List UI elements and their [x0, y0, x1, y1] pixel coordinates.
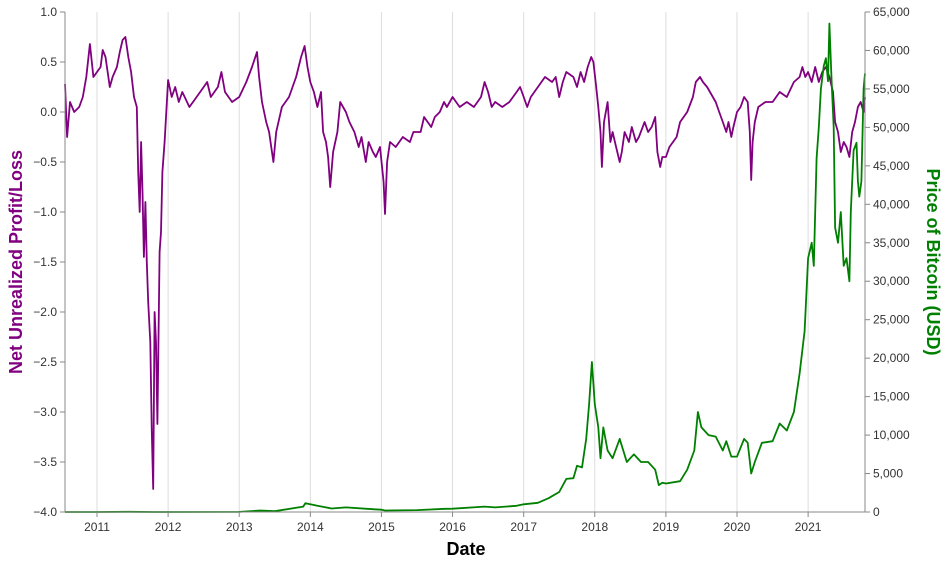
right-tick-label: 65,000: [873, 5, 910, 19]
x-axis-ticks: 2011 2012 2013 2014 2015 2016 2017 2018 2019 2020…: [84, 512, 822, 534]
right-tick-label: 25,000: [873, 313, 910, 327]
left-tick-label: 0.0: [40, 105, 57, 119]
right-tick-label: 35,000: [873, 236, 910, 250]
right-tick-label: 45,000: [873, 159, 910, 173]
left-tick-label: −4.0: [33, 505, 57, 519]
x-axis-title: Date: [446, 539, 485, 559]
x-tick-label: 2018: [581, 520, 608, 534]
right-tick-label: 10,000: [873, 428, 910, 442]
left-tick-label: −1.0: [33, 205, 57, 219]
x-tick-label: 2014: [297, 520, 324, 534]
x-tick-label: 2011: [84, 520, 110, 534]
left-tick-label: −3.0: [33, 405, 57, 419]
left-tick-label: 0.5: [40, 55, 57, 69]
x-tick-label: 2013: [226, 520, 253, 534]
right-axis-ticks: 65,000 60,000 55,000 50,000 45,000 40,000 35,0…: [865, 5, 910, 519]
right-tick-label: 30,000: [873, 274, 910, 288]
x-tick-label: 2017: [510, 520, 537, 534]
left-axis-title: Net Unrealized Profit/Loss: [6, 150, 26, 374]
left-axis-ticks: 1.0 0.5 0.0 −0.5 −1.0 −1.5 −2.0 −2.5 −3.0 −3.5 −4.…: [33, 5, 65, 519]
left-tick-label: 1.0: [40, 5, 57, 19]
right-tick-label: 50,000: [873, 120, 910, 134]
x-tick-label: 2015: [368, 520, 395, 534]
x-tick-label: 2021: [795, 520, 822, 534]
right-tick-label: 5,000: [873, 467, 903, 481]
left-tick-label: −2.0: [33, 305, 57, 319]
x-tick-label: 2020: [724, 520, 751, 534]
series-layer: [64, 22, 866, 513]
right-tick-label: 15,000: [873, 390, 910, 404]
right-tick-label: 60,000: [873, 43, 910, 57]
left-tick-label: −3.5: [33, 455, 57, 469]
bitcoin-price-series-line: [65, 22, 866, 513]
left-tick-label: −0.5: [33, 155, 57, 169]
right-tick-label: 40,000: [873, 197, 910, 211]
left-tick-label: −2.5: [33, 355, 57, 369]
right-tick-label: 0: [873, 505, 880, 519]
right-tick-label: 55,000: [873, 82, 910, 96]
x-tick-label: 2016: [439, 520, 466, 534]
left-tick-label: −1.5: [33, 255, 57, 269]
right-tick-label: 20,000: [873, 351, 910, 365]
x-tick-label: 2019: [653, 520, 680, 534]
nupl-series-line: [64, 36, 866, 490]
right-axis-title: Price of Bitcoin (USD): [923, 168, 943, 355]
x-tick-label: 2012: [155, 520, 182, 534]
